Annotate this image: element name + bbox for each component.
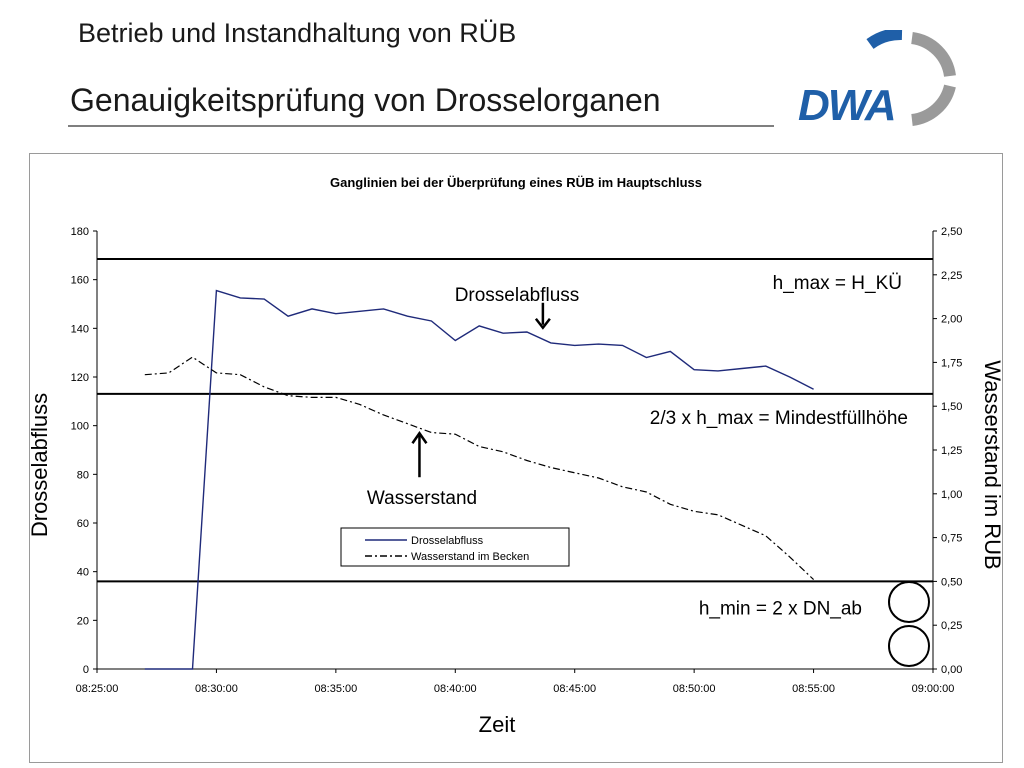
y-tick-label-right: 1,75 — [941, 357, 962, 369]
y-tick-label-left: 40 — [77, 567, 89, 579]
chart-title: Ganglinien bei der Überprüfung eines RÜB… — [330, 175, 702, 190]
y-tick-label-left: 140 — [71, 323, 89, 335]
reference-line-label: 2/3 x h_max = Mindestfüllhöhe — [650, 408, 908, 429]
y-axis-label-right: Wasserstand im RÜB — [980, 360, 1002, 569]
x-tick-label: 08:30:00 — [195, 683, 238, 695]
slide-title: Genauigkeitsprüfung von Drosselorganen — [70, 82, 661, 118]
x-tick-label: 08:50:00 — [673, 683, 716, 695]
y-tick-label-right: 2,25 — [941, 270, 962, 282]
legend-box — [340, 527, 570, 567]
legend-label: Drosselabfluss — [411, 535, 484, 547]
y-tick-label-right: 0,00 — [941, 664, 962, 676]
y-tick-label-left: 180 — [71, 226, 89, 238]
dwa-logo: DWA — [798, 30, 956, 130]
reference-line-label: h_max = H_KÜ — [773, 273, 902, 294]
y-tick-label-right: 1,00 — [941, 489, 962, 501]
logo-text: DWA — [798, 81, 895, 130]
x-axis-label: Zeit — [479, 712, 516, 737]
x-tick-label: 08:55:00 — [792, 683, 835, 695]
y-tick-label-right: 2,50 — [941, 226, 962, 238]
logo-arc-gray-bottom — [911, 84, 956, 126]
y-tick-label-right: 0,25 — [941, 620, 962, 632]
annotation-arrowhead-up — [411, 431, 428, 444]
y-tick-label-right: 1,50 — [941, 401, 962, 413]
y-tick-label-right: 0,50 — [941, 576, 962, 588]
y-tick-label-right: 2,00 — [941, 314, 962, 326]
slide-subtitle: Betrieb und Instandhaltung von RÜB — [78, 18, 517, 48]
chart-svg: Ganglinien bei der Überprüfung eines RÜB… — [30, 175, 1002, 737]
x-tick-label: 08:45:00 — [553, 683, 596, 695]
decorative-circle-lower — [888, 625, 930, 667]
x-tick-label: 08:35:00 — [314, 683, 357, 695]
annotation-label-wasserstand: Wasserstand — [367, 488, 477, 509]
y-tick-label-left: 100 — [71, 421, 89, 433]
annotation-label-drosselabfluss: Drosselabfluss — [455, 285, 580, 306]
decorative-circle-upper — [888, 581, 930, 623]
x-tick-label: 09:00:00 — [912, 683, 955, 695]
y-tick-label-left: 120 — [71, 372, 89, 384]
reference-line-label: h_min = 2 x DN_ab — [699, 598, 862, 619]
annotation-arrowhead-down — [534, 317, 551, 330]
chart-frame: Ganglinien bei der Überprüfung eines RÜB… — [29, 153, 1003, 763]
y-tick-label-left: 20 — [77, 615, 89, 627]
y-tick-label-left: 160 — [71, 275, 89, 287]
y-tick-label-right: 0,75 — [941, 533, 962, 545]
y-tick-label-left: 60 — [77, 518, 89, 530]
x-tick-label: 08:25:00 — [76, 683, 119, 695]
y-tick-label-left: 0 — [83, 664, 89, 676]
logo-arc-gray-top — [910, 32, 956, 78]
logo-arc-blue-outer — [866, 30, 903, 50]
y-axis-label-left: Drosselabfluss — [30, 393, 52, 537]
series-line-drosselabfluss — [144, 289, 814, 670]
series-line-wasserstand-im-becken — [144, 356, 815, 581]
legend-label: Wasserstand im Becken — [411, 551, 529, 563]
title-divider — [68, 125, 774, 127]
x-tick-label: 08:40:00 — [434, 683, 477, 695]
y-tick-label-right: 1,25 — [941, 445, 962, 457]
y-tick-label-left: 80 — [77, 469, 89, 481]
